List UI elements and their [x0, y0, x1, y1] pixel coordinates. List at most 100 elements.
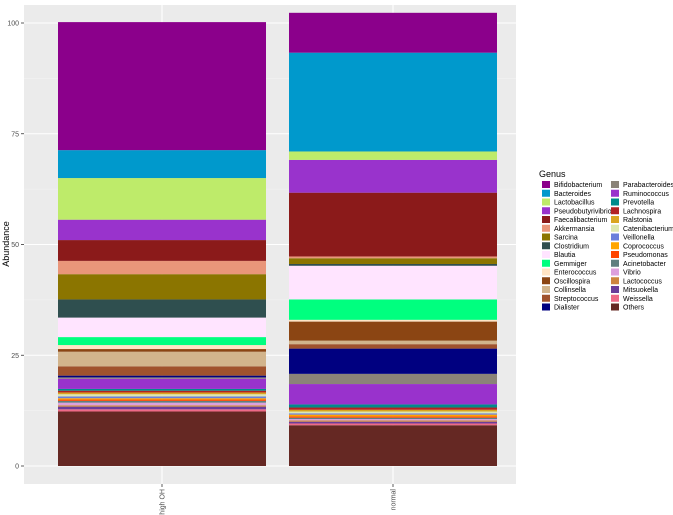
legend-key — [542, 294, 550, 302]
legend-key — [542, 242, 550, 250]
bar-segment-collinsella — [289, 340, 497, 345]
x-tick-label: high OH — [160, 489, 167, 515]
bar-segment-pseudomonas — [58, 399, 266, 401]
legend-title: Genus — [539, 169, 566, 179]
legend-label: Sarcina — [554, 235, 578, 242]
bar-segment-mitsuokella — [58, 406, 266, 410]
legend-key — [542, 233, 550, 241]
y-tick-label: 0 — [15, 464, 19, 471]
bar-segment-gemmiger — [289, 299, 497, 320]
bar-segment-pseudobutyrivibrio — [58, 219, 266, 241]
legend-label: Clostridium — [554, 243, 589, 250]
legend-label: Faecalibacterium — [554, 217, 607, 224]
bar-segment-lactococcus — [289, 420, 497, 422]
legend-label: Veillonella — [623, 235, 655, 242]
bar-segment-ralstonia — [289, 409, 497, 412]
legend-label: Vibrio — [623, 270, 641, 277]
legend-key — [542, 207, 550, 215]
bar-segment-faecalibacterium — [289, 192, 497, 257]
legend-key — [611, 268, 619, 276]
legend-label: Parabacteroides — [623, 182, 673, 189]
legend-key — [611, 277, 619, 285]
bar-segment-sarcina — [58, 274, 266, 300]
legend-key — [542, 277, 550, 285]
bar-segment-prevotella — [58, 388, 266, 391]
legend-label: Oscillospira — [554, 278, 590, 285]
legend-key — [542, 181, 550, 188]
bar-segment-gemmiger — [58, 337, 266, 346]
legend-label: Enterococcus — [554, 270, 597, 277]
bar-segment-faecalibacterium — [58, 240, 266, 261]
bar-segment-ruminococcus — [289, 384, 497, 405]
bar-segment-catenibacterium — [289, 411, 497, 414]
bar-segment-lactobacillus — [58, 178, 266, 220]
legend-key — [542, 286, 550, 293]
bar-segment-dialister — [289, 348, 497, 374]
x-axis: high OH normal — [160, 484, 398, 515]
bar-segment-lactobacillus — [289, 151, 497, 160]
legend: Genus Bifidobacterium Bacteroides Lactobac… — [539, 169, 673, 312]
y-tick-label: 75 — [11, 131, 19, 138]
legend-label: Dialister — [554, 305, 580, 312]
bar-segment-dialister — [58, 375, 266, 378]
bar-segment-weissella — [289, 423, 497, 426]
bar-segment-bifidobacterium — [58, 22, 266, 151]
legend-label: Gemmiger — [554, 261, 587, 268]
legend-label: Lachnospira — [623, 208, 661, 215]
legend-label: Bacteroides — [554, 191, 591, 198]
bar-segment-streptococcus — [289, 344, 497, 349]
legend-label: Ralstonia — [623, 217, 652, 224]
x-tick-label: normal — [391, 489, 398, 511]
legend-label: Acinetobacter — [623, 261, 666, 268]
bar-segment-acinetobacter — [289, 417, 497, 420]
bar-segment-enterococcus — [289, 319, 497, 322]
bar-segment-coprococcus — [289, 414, 497, 417]
legend-label: Ruminococcus — [623, 191, 669, 198]
bar-segment-lactococcus — [58, 405, 266, 407]
bar-segment-ralstonia — [58, 392, 266, 395]
legend-key — [542, 268, 550, 276]
bar-segment-lachnospira — [58, 390, 266, 393]
bar-segment-parabacteroides — [289, 373, 497, 385]
bar-segment-sarcina — [289, 258, 497, 264]
legend-label: Blautia — [554, 252, 576, 259]
bar-segment-bifidobacterium — [289, 12, 497, 53]
bar-segment-clostridium — [58, 299, 266, 318]
legend-label: Lactobacillus — [554, 200, 595, 207]
bar-segment-others — [289, 425, 497, 466]
legend-key — [611, 216, 619, 223]
legend-key — [611, 224, 619, 232]
legend-key — [542, 198, 550, 206]
bar-segment-akkermansia — [289, 256, 497, 259]
bars — [58, 12, 497, 466]
legend-label: Catenibacterium — [623, 226, 673, 233]
bar-segment-oscillospira — [289, 321, 497, 341]
bar-segment-mitsuokella — [289, 421, 497, 424]
bar-segment-collinsella — [58, 351, 266, 367]
legend-key — [611, 259, 619, 267]
legend-key — [542, 259, 550, 267]
legend-key — [611, 189, 619, 197]
legend-key — [611, 242, 619, 250]
bar-segment-catenibacterium — [58, 394, 266, 397]
bar-segment-vibrio — [289, 419, 497, 421]
legend-label: Weissella — [623, 296, 653, 303]
bar-segment-weissella — [58, 409, 266, 412]
bar-segment-blautia — [289, 265, 497, 300]
bar-segment-akkermansia — [58, 260, 266, 275]
bar-segment-veillonella — [58, 396, 266, 399]
legend-key — [542, 216, 550, 223]
bar-segment-clostridium — [289, 263, 497, 266]
legend-label: Coprococcus — [623, 243, 664, 250]
bar-segment-coprococcus — [58, 398, 266, 400]
legend-label: Mitsuokella — [623, 287, 658, 294]
bar-segment-enterococcus — [58, 345, 266, 350]
y-tick-label: 50 — [11, 242, 19, 249]
bar-segment-prevotella — [289, 404, 497, 408]
bar-segment-parabacteroides — [58, 377, 266, 379]
bar-segment-veillonella — [289, 413, 497, 415]
bar-segment-bacteroides — [58, 150, 266, 179]
legend-label: Lactococcus — [623, 278, 662, 285]
legend-label: Prevotella — [623, 200, 654, 207]
